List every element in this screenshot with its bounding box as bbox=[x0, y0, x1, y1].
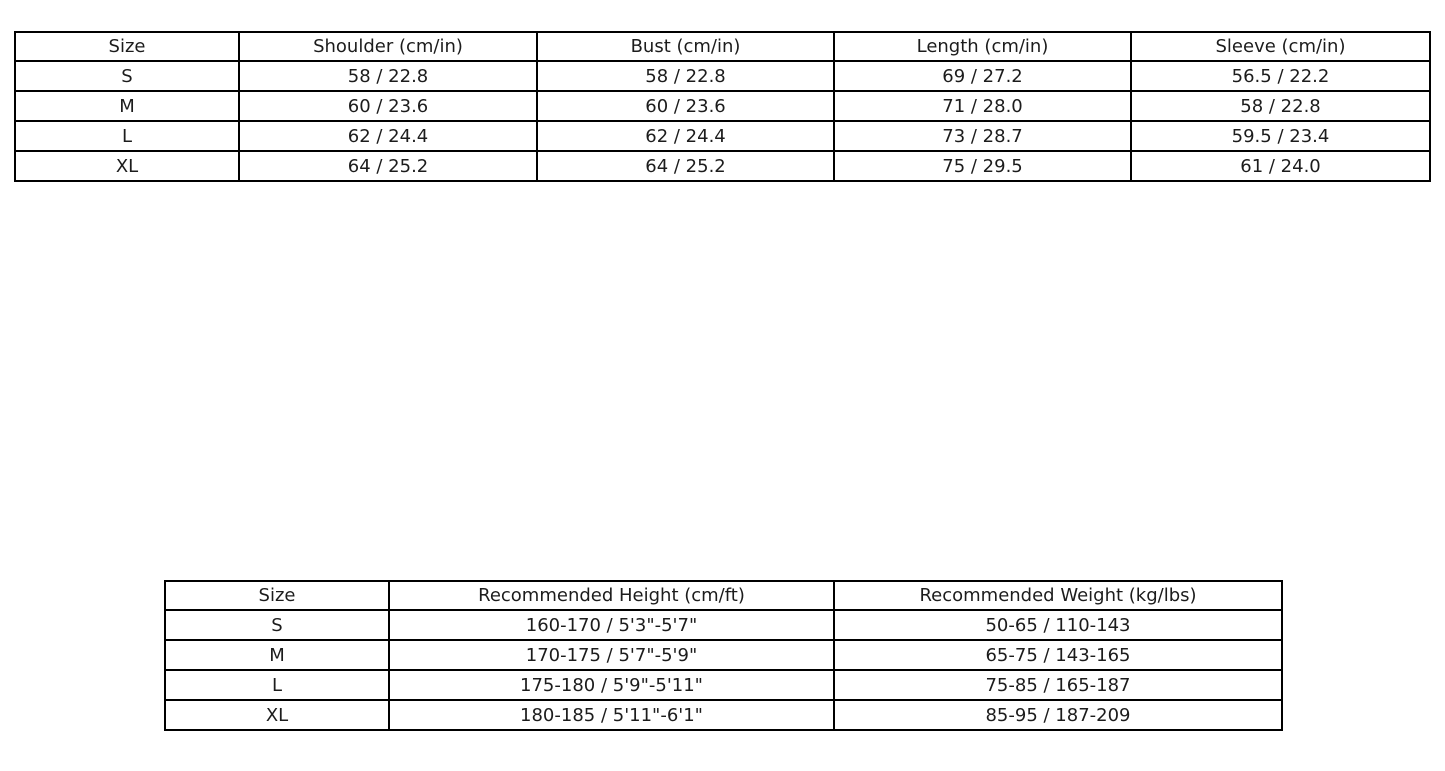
value-cell: 58 / 22.8 bbox=[1130, 90, 1431, 122]
value-cell: 62 / 24.4 bbox=[536, 120, 835, 152]
garment-measurement-table: Size Shoulder (cm/in) Bust (cm/in) Length (… bbox=[14, 31, 1431, 182]
size-cell: L bbox=[14, 120, 240, 152]
column-header: Shoulder (cm/in) bbox=[238, 31, 538, 62]
column-header: Size bbox=[164, 580, 390, 611]
table-row: L 175-180 / 5'9"-5'11" 75-85 / 165-187 bbox=[164, 669, 1283, 701]
value-cell: 160-170 / 5'3"-5'7" bbox=[388, 609, 835, 641]
header-row: Size Shoulder (cm/in) Bust (cm/in) Length (… bbox=[14, 31, 1431, 62]
value-cell: 64 / 25.2 bbox=[238, 150, 538, 182]
value-cell: 69 / 27.2 bbox=[833, 60, 1132, 92]
value-cell: 58 / 22.8 bbox=[238, 60, 538, 92]
header-row: Size Recommended Height (cm/ft) Recommende… bbox=[164, 580, 1283, 611]
value-cell: 170-175 / 5'7"-5'9" bbox=[388, 639, 835, 671]
value-cell: 65-75 / 143-165 bbox=[833, 639, 1283, 671]
value-cell: 59.5 / 23.4 bbox=[1130, 120, 1431, 152]
table-row: M 170-175 / 5'7"-5'9" 65-75 / 143-165 bbox=[164, 639, 1283, 671]
value-cell: 61 / 24.0 bbox=[1130, 150, 1431, 182]
value-cell: 60 / 23.6 bbox=[238, 90, 538, 122]
value-cell: 75-85 / 165-187 bbox=[833, 669, 1283, 701]
column-header: Sleeve (cm/in) bbox=[1130, 31, 1431, 62]
column-header: Recommended Height (cm/ft) bbox=[388, 580, 835, 611]
column-header: Length (cm/in) bbox=[833, 31, 1132, 62]
size-cell: XL bbox=[164, 699, 390, 731]
value-cell: 175-180 / 5'9"-5'11" bbox=[388, 669, 835, 701]
recommended-fit-table: Size Recommended Height (cm/ft) Recommende… bbox=[164, 580, 1283, 731]
size-cell: XL bbox=[14, 150, 240, 182]
table-row: XL 180-185 / 5'11"-6'1" 85-95 / 187-209 bbox=[164, 699, 1283, 731]
value-cell: 58 / 22.8 bbox=[536, 60, 835, 92]
value-cell: 73 / 28.7 bbox=[833, 120, 1132, 152]
value-cell: 180-185 / 5'11"-6'1" bbox=[388, 699, 835, 731]
value-cell: 85-95 / 187-209 bbox=[833, 699, 1283, 731]
column-header: Recommended Weight (kg/lbs) bbox=[833, 580, 1283, 611]
size-cell: M bbox=[164, 639, 390, 671]
size-cell: M bbox=[14, 90, 240, 122]
value-cell: 71 / 28.0 bbox=[833, 90, 1132, 122]
size-cell: S bbox=[14, 60, 240, 92]
value-cell: 75 / 29.5 bbox=[833, 150, 1132, 182]
table-row: S 160-170 / 5'3"-5'7" 50-65 / 110-143 bbox=[164, 609, 1283, 641]
size-cell: S bbox=[164, 609, 390, 641]
value-cell: 56.5 / 22.2 bbox=[1130, 60, 1431, 92]
value-cell: 60 / 23.6 bbox=[536, 90, 835, 122]
table-row: M 60 / 23.6 60 / 23.6 71 / 28.0 58 / 22.8 bbox=[14, 90, 1431, 122]
column-header: Bust (cm/in) bbox=[536, 31, 835, 62]
column-header: Size bbox=[14, 31, 240, 62]
value-cell: 64 / 25.2 bbox=[536, 150, 835, 182]
table-row: S 58 / 22.8 58 / 22.8 69 / 27.2 56.5 / 22.2 bbox=[14, 60, 1431, 92]
value-cell: 50-65 / 110-143 bbox=[833, 609, 1283, 641]
table-row: XL 64 / 25.2 64 / 25.2 75 / 29.5 61 / 24.0 bbox=[14, 150, 1431, 182]
table-row: L 62 / 24.4 62 / 24.4 73 / 28.7 59.5 / 23.4 bbox=[14, 120, 1431, 152]
size-cell: L bbox=[164, 669, 390, 701]
value-cell: 62 / 24.4 bbox=[238, 120, 538, 152]
